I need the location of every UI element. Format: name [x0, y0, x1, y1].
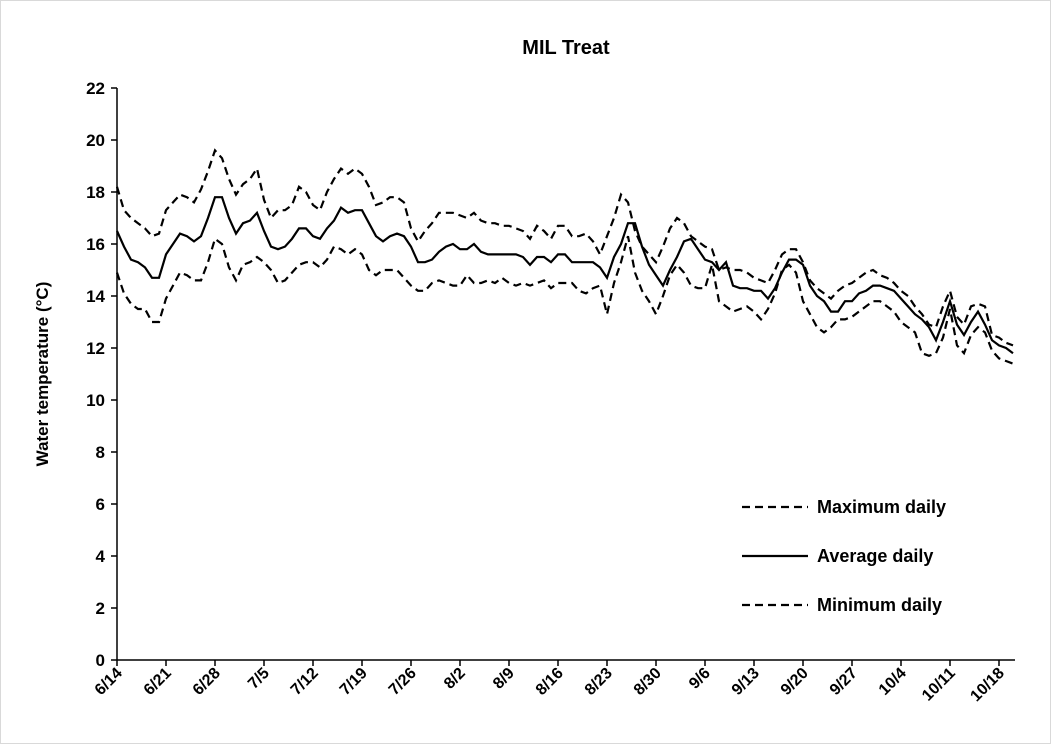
y-tick-label: 20 — [86, 131, 105, 150]
y-tick-label: 4 — [96, 547, 106, 566]
y-tick-label: 16 — [86, 235, 105, 254]
y-tick-label: 12 — [86, 339, 105, 358]
y-tick-label: 6 — [96, 495, 105, 514]
data-line — [115, 148, 1014, 347]
y-tick-label: 22 — [86, 79, 105, 98]
data-line — [115, 235, 1014, 365]
y-tick-label: 14 — [86, 287, 105, 306]
chart-title: MIL Treat — [522, 37, 610, 59]
y-tick-label: 0 — [96, 651, 105, 670]
legend-label: Minimum daily — [817, 595, 942, 615]
legend-label: Maximum daily — [817, 497, 946, 517]
legend-label: Average daily — [817, 546, 933, 566]
y-tick-label: 2 — [96, 599, 105, 618]
y-axis-label: Water temperature (°C) — [33, 282, 52, 467]
data-line — [115, 196, 1014, 355]
y-tick-label: 18 — [86, 183, 105, 202]
y-tick-label: 10 — [86, 391, 105, 410]
y-tick-label: 8 — [96, 443, 105, 462]
